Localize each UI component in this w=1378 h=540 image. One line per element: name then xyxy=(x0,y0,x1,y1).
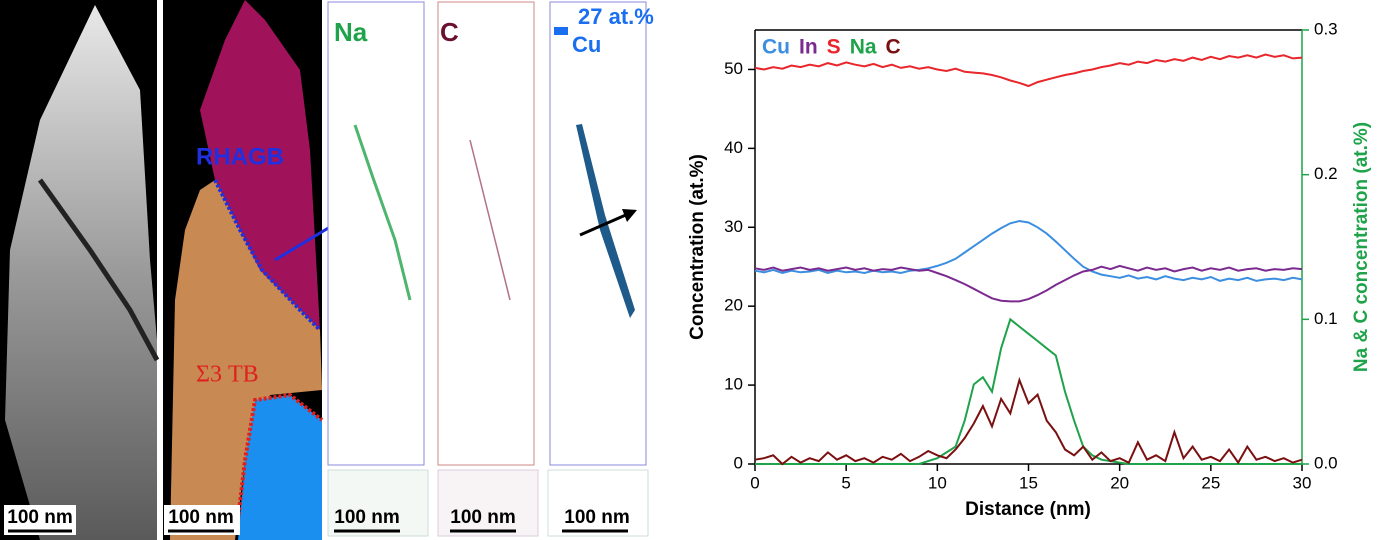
grain-map-panel: RHAGB Σ3 TB 100 nm xyxy=(163,0,358,540)
y2-tick-label: 0.2 xyxy=(1314,164,1338,183)
series-line xyxy=(754,219,1303,282)
scale-bar-label: 100 nm xyxy=(450,507,515,528)
x-tick-label: 20 xyxy=(1110,473,1129,492)
series-line xyxy=(755,317,1302,465)
y-tick-label: 0 xyxy=(734,453,743,472)
map-label: Na xyxy=(334,17,368,47)
legend-entry: S xyxy=(827,36,841,59)
series-line xyxy=(754,53,1303,88)
legend-entry: In xyxy=(799,36,818,59)
iso-label: Cu xyxy=(572,32,601,57)
y2-tick-label: 0.1 xyxy=(1314,309,1338,328)
y-tick-label: 30 xyxy=(724,217,743,236)
line-chart: Distance (nm) Concentration (at.%) Na & … xyxy=(687,19,1372,520)
x-tick-label: 5 xyxy=(841,473,850,492)
x-tick-label: 0 xyxy=(750,473,759,492)
x-tick-label: 25 xyxy=(1201,473,1220,492)
scale-bar-label: 100 nm xyxy=(168,507,233,528)
scale-bar-label: 100 nm xyxy=(7,507,72,528)
legend-entry: Na xyxy=(850,36,877,59)
scale-bar-label: 100 nm xyxy=(334,507,399,528)
iso-label: 27 at.% xyxy=(578,4,654,29)
y-axis-title: Concentration (at.%) xyxy=(687,154,708,340)
y-tick-label: 10 xyxy=(724,375,743,394)
boundary-label: Σ3 TB xyxy=(196,362,259,388)
y-tick-label: 50 xyxy=(724,59,743,78)
na-map-panel: Na 100 nm xyxy=(327,1,429,537)
y2-tick-label: 0.3 xyxy=(1314,19,1338,38)
y2-tick-label: 0.0 xyxy=(1314,453,1338,472)
isosurface-panel: 27 at.% Cu 100 nm xyxy=(547,1,654,537)
x-tick-label: 15 xyxy=(1019,473,1038,492)
x-axis-title: Distance (nm) xyxy=(965,499,1091,520)
scale-bar-label: 100 nm xyxy=(564,507,629,528)
legend-entry: C xyxy=(886,36,901,59)
y-tick-label: 20 xyxy=(724,296,743,315)
c-map-panel: C 100 nm xyxy=(437,1,539,537)
series-line xyxy=(754,376,1303,466)
series-line xyxy=(754,264,1303,303)
x-tick-label: 30 xyxy=(1293,473,1312,492)
boundary-label: RHAGB xyxy=(196,143,284,170)
y-tick-label: 40 xyxy=(724,138,743,157)
legend-entry: Cu xyxy=(762,36,790,59)
x-tick-label: 10 xyxy=(928,473,947,492)
map-label: C xyxy=(440,17,459,47)
haadf-panel: 100 nm xyxy=(0,0,160,540)
y2-axis-title: Na & C concentration (at.%) xyxy=(1351,122,1372,372)
